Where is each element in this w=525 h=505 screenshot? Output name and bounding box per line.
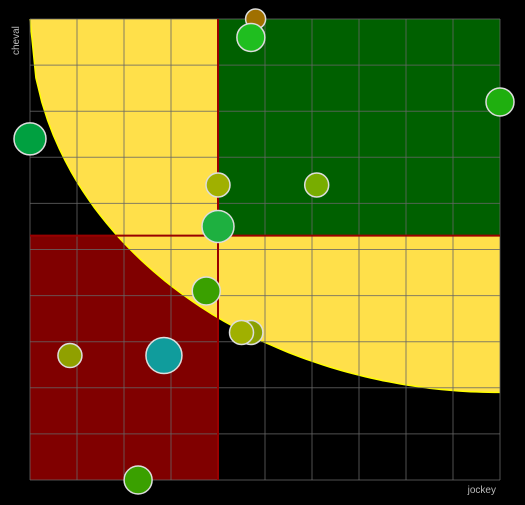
data-point — [191, 276, 221, 306]
data-point — [201, 209, 235, 244]
data-point — [57, 342, 83, 369]
data-point — [13, 122, 47, 156]
data-point — [236, 22, 266, 53]
curve-region — [30, 19, 500, 393]
x-axis-label: jockey — [467, 485, 496, 496]
data-point — [145, 336, 183, 375]
data-point — [123, 465, 153, 495]
y-axis-label: cheval — [11, 26, 22, 55]
data-point — [485, 87, 515, 117]
data-point — [205, 172, 231, 198]
data-point — [228, 319, 255, 346]
grid — [29, 18, 501, 481]
data-point — [303, 172, 330, 198]
